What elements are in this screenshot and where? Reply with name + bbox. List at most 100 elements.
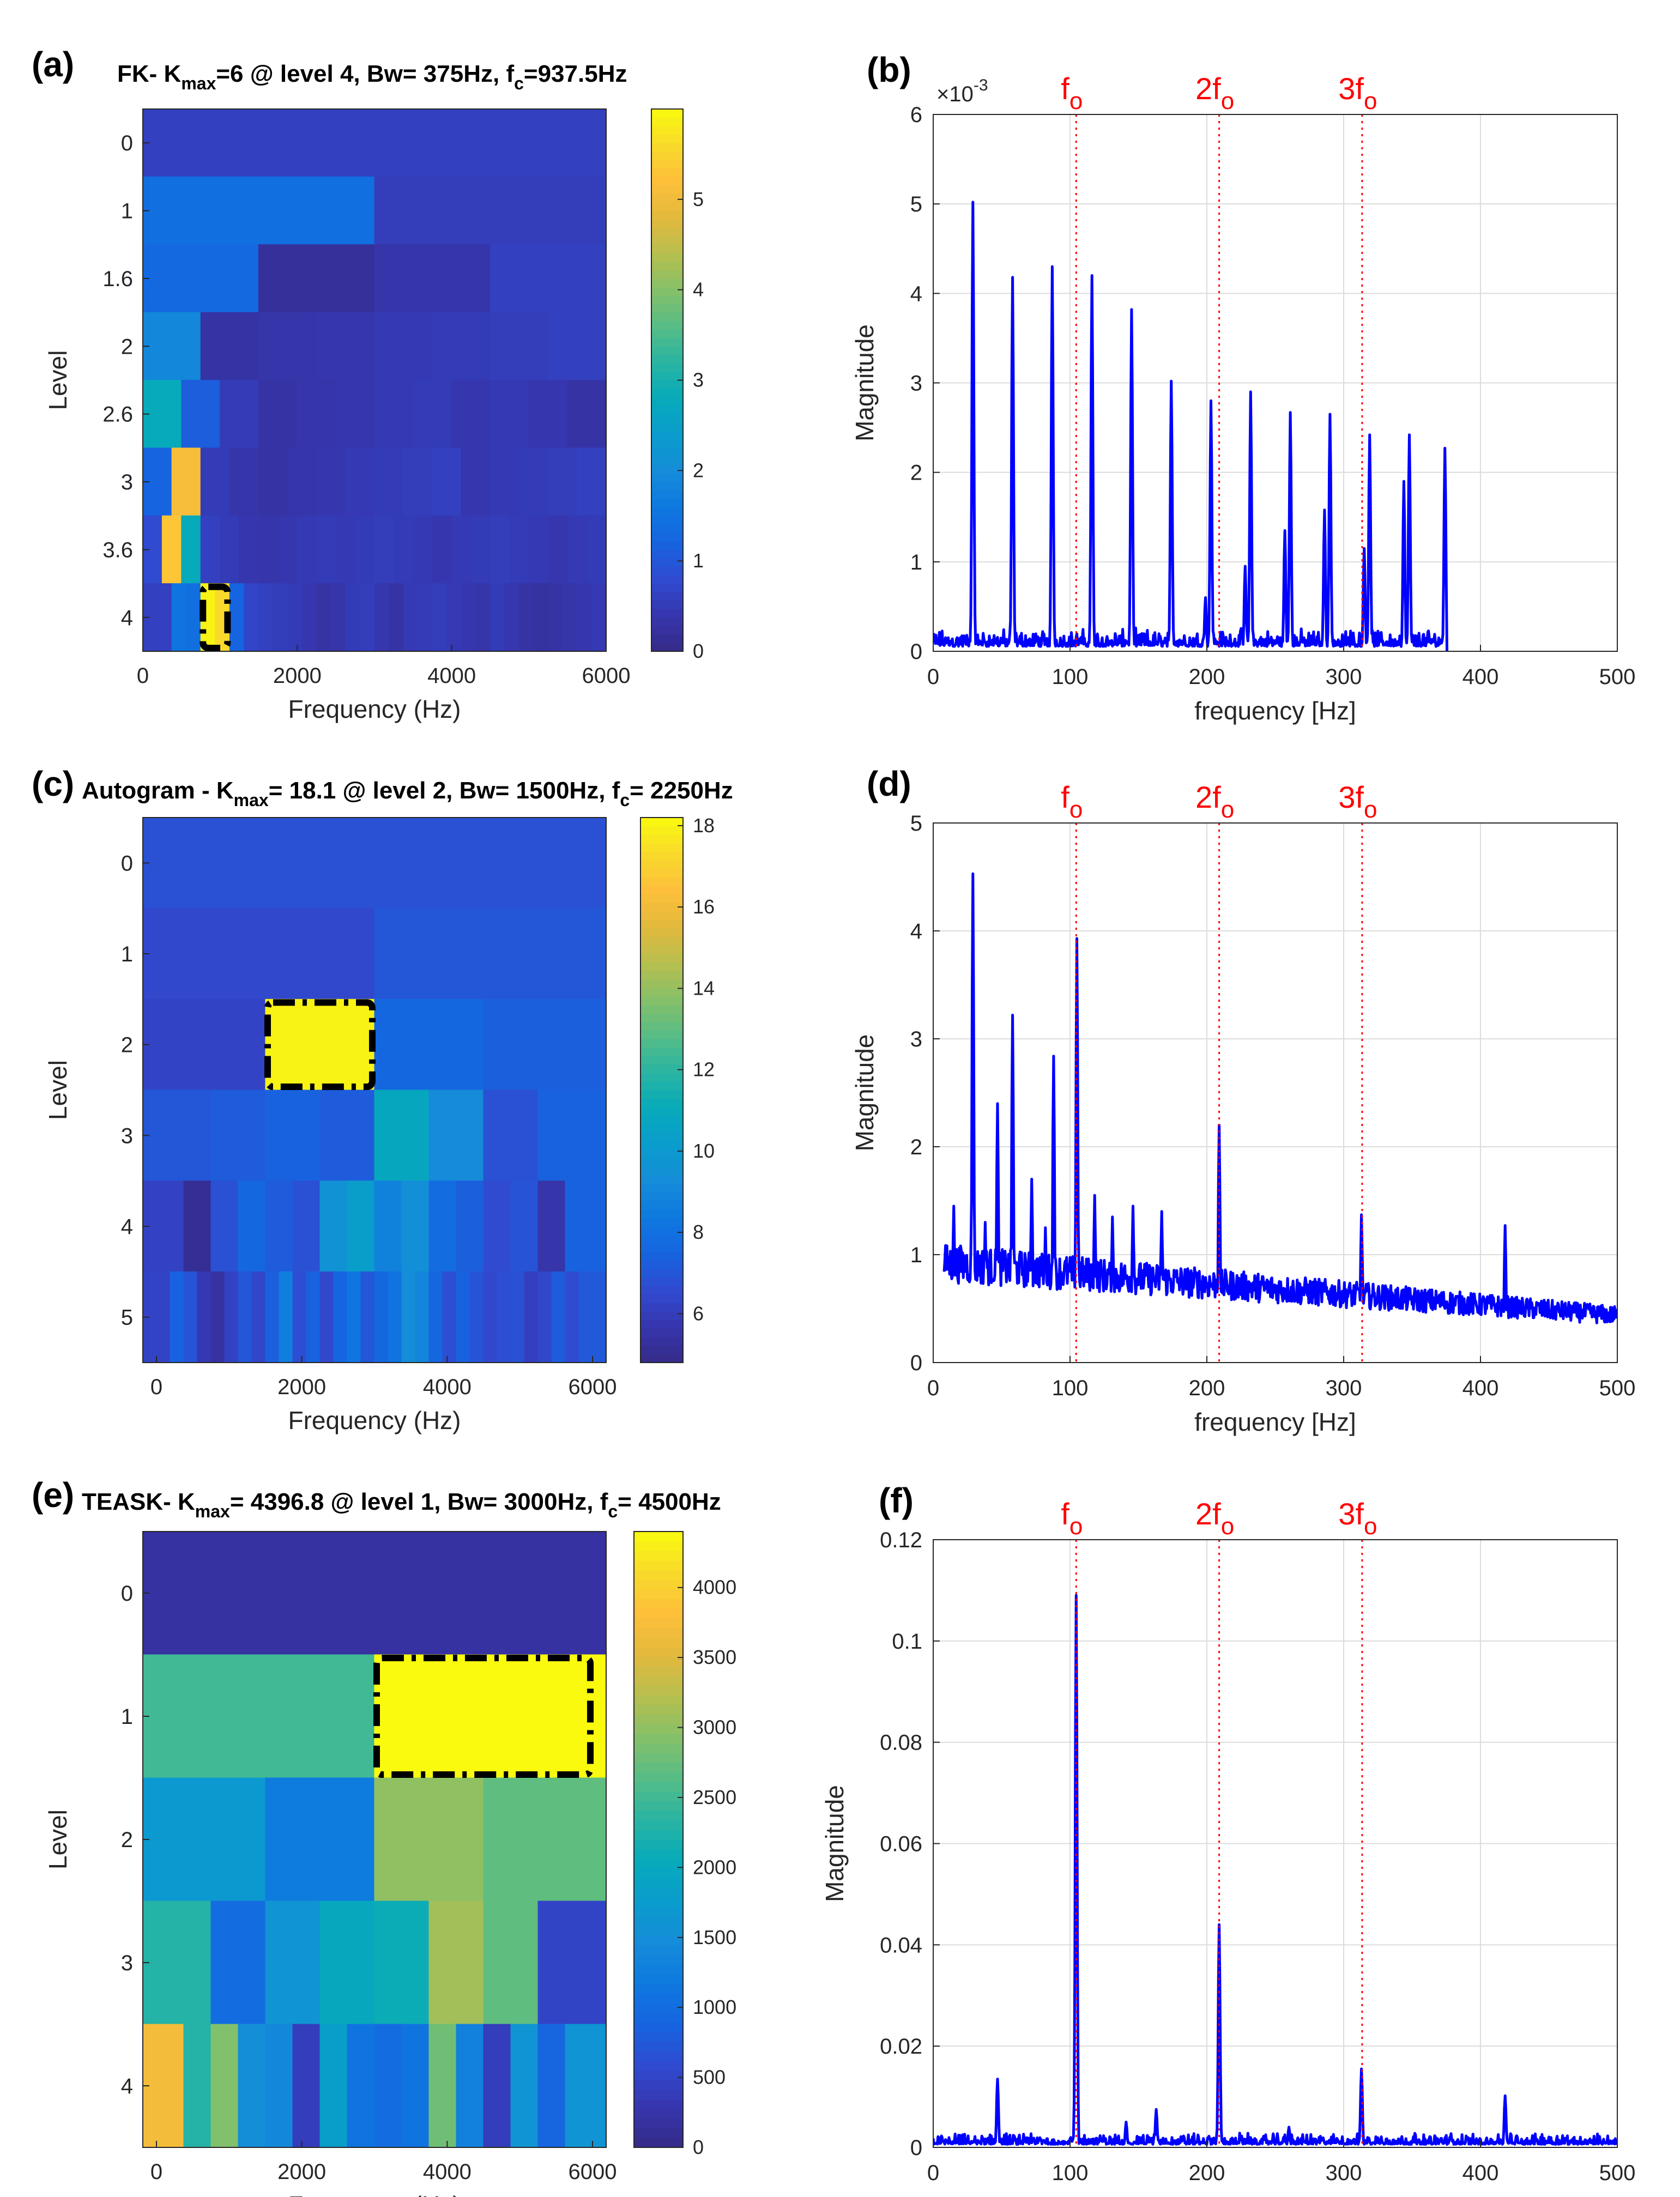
colorbar-step xyxy=(640,945,683,954)
colorbar-tick-label: 1 xyxy=(693,549,704,572)
colorbar-tick-label: 2500 xyxy=(693,1786,736,1808)
heatmap-cell xyxy=(528,515,549,584)
y-tick-label: 4 xyxy=(910,919,922,943)
x-tick-label: 2000 xyxy=(277,2160,326,2184)
colorbar-step xyxy=(640,1345,683,1354)
heatmap-cell xyxy=(347,1181,375,1272)
colorbar-step xyxy=(651,235,683,245)
heatmap-cell xyxy=(577,583,592,651)
heatmap-cell xyxy=(292,1181,321,1272)
colorbar-tick-label: 3500 xyxy=(693,1646,736,1668)
heatmap-cell xyxy=(355,515,375,584)
panel-label: (f) xyxy=(879,1481,914,1520)
colorbar-step xyxy=(651,227,683,237)
colorbar-step xyxy=(651,549,683,559)
heatmap-cell xyxy=(319,1271,334,1363)
title-part: FK- K xyxy=(117,60,182,87)
colorbar-step xyxy=(634,1599,683,1609)
colorbar-step xyxy=(651,185,683,194)
colorbar-step xyxy=(634,1666,683,1677)
y-tick-label: 4 xyxy=(121,606,133,630)
heatmap-cell xyxy=(470,515,491,584)
colorbar-tick-label: 5 xyxy=(693,188,704,210)
heatmap-cell xyxy=(456,2024,484,2147)
colorbar-step xyxy=(640,1311,683,1321)
selected-band-box xyxy=(200,583,231,651)
colorbar-step xyxy=(640,1336,683,1346)
colorbar-step xyxy=(634,1868,683,1879)
colorbar-step xyxy=(640,1149,683,1159)
panel-label: (b) xyxy=(867,50,911,89)
colorbar-step xyxy=(634,2137,683,2148)
heatmap-cell xyxy=(446,583,462,651)
heatmap-cell xyxy=(537,1901,606,2025)
heatmap-cell xyxy=(186,583,201,651)
heatmap-cell xyxy=(143,1777,266,1902)
heatmap-cell xyxy=(524,1271,539,1363)
heatmap-cell xyxy=(483,998,606,1091)
panel-label: (a) xyxy=(32,45,74,84)
colorbar-step xyxy=(634,2012,683,2023)
colorbar-step xyxy=(651,634,683,643)
x-tick-label: 100 xyxy=(1052,2161,1089,2185)
x-tick-label: 2000 xyxy=(273,664,322,688)
y-tick-label: 1 xyxy=(121,199,133,223)
colorbar-step xyxy=(634,1887,683,1898)
heatmap-cell xyxy=(319,2024,348,2147)
panel-e: (e) TEASK- Kmax= 4396.8 @ level 1, Bw= 30… xyxy=(32,1475,736,2197)
heatmap-cell xyxy=(210,2024,239,2147)
colorbar-step xyxy=(651,320,683,330)
colorbar-step xyxy=(651,498,683,508)
title-part: = 18.1 @ level 2, Bw= 1500Hz, f xyxy=(269,777,620,804)
heatmap-cell xyxy=(316,312,375,380)
harmonic-label-text: 2f xyxy=(1195,780,1221,814)
y-axis-exponent: ×10-3 xyxy=(936,76,988,106)
colorbar-step xyxy=(634,1752,683,1763)
colorbar-step xyxy=(640,1030,683,1039)
title-part: TEASK- K xyxy=(82,1488,195,1515)
heatmap-cell xyxy=(403,447,433,516)
colorbar-step xyxy=(640,1226,683,1236)
colorbar-step xyxy=(651,210,683,220)
heatmap-cell xyxy=(239,515,259,584)
colorbar-frame xyxy=(640,817,684,1363)
y-tick-label: 1.6 xyxy=(102,267,133,291)
heatmap-cell xyxy=(265,1901,321,2025)
heatmap-cell xyxy=(143,244,259,313)
colorbar-step xyxy=(634,2079,683,2090)
y-tick-label: 2 xyxy=(121,1828,133,1852)
heatmap-cell xyxy=(181,515,201,584)
heatmap-cell xyxy=(374,380,414,449)
colorbar-step xyxy=(640,1234,683,1244)
colorbar-step xyxy=(640,1294,683,1304)
y-axis-label: Magnitude xyxy=(850,324,879,441)
heatmap-cell xyxy=(238,1181,266,1272)
y-tick-label: 2 xyxy=(121,335,133,359)
colorbar-step xyxy=(640,885,683,895)
colorbar-step xyxy=(640,1200,683,1210)
colorbar-step xyxy=(634,1800,683,1811)
colorbar-step xyxy=(651,142,683,152)
colorbar-step xyxy=(651,269,683,279)
title-part: Autogram - K xyxy=(82,777,234,804)
x-tick-label: 500 xyxy=(1599,1376,1636,1400)
y-tick-label: 0.06 xyxy=(880,1832,922,1856)
colorbar-step xyxy=(651,583,683,592)
y-tick-label: 2.6 xyxy=(102,403,133,427)
heatmap-cell xyxy=(319,1181,348,1272)
heatmap-cell xyxy=(238,1271,252,1363)
harmonic-label-subscript: o xyxy=(1221,88,1234,114)
heatmap-cell xyxy=(265,1271,280,1363)
y-tick-label: 3 xyxy=(121,1951,133,1975)
x-tick-label: 300 xyxy=(1326,665,1362,689)
heatmap-cell xyxy=(171,447,201,516)
colorbar-step xyxy=(640,953,683,963)
x-tick-label: 0 xyxy=(150,2160,162,2184)
colorbar-step xyxy=(651,337,683,347)
colorbar-step xyxy=(651,464,683,474)
heatmap-cell xyxy=(413,515,433,584)
spectrum-line xyxy=(933,201,1448,651)
heatmap-cell xyxy=(316,583,331,651)
heatmap-cell xyxy=(565,1271,579,1363)
colorbar-step xyxy=(640,1073,683,1082)
